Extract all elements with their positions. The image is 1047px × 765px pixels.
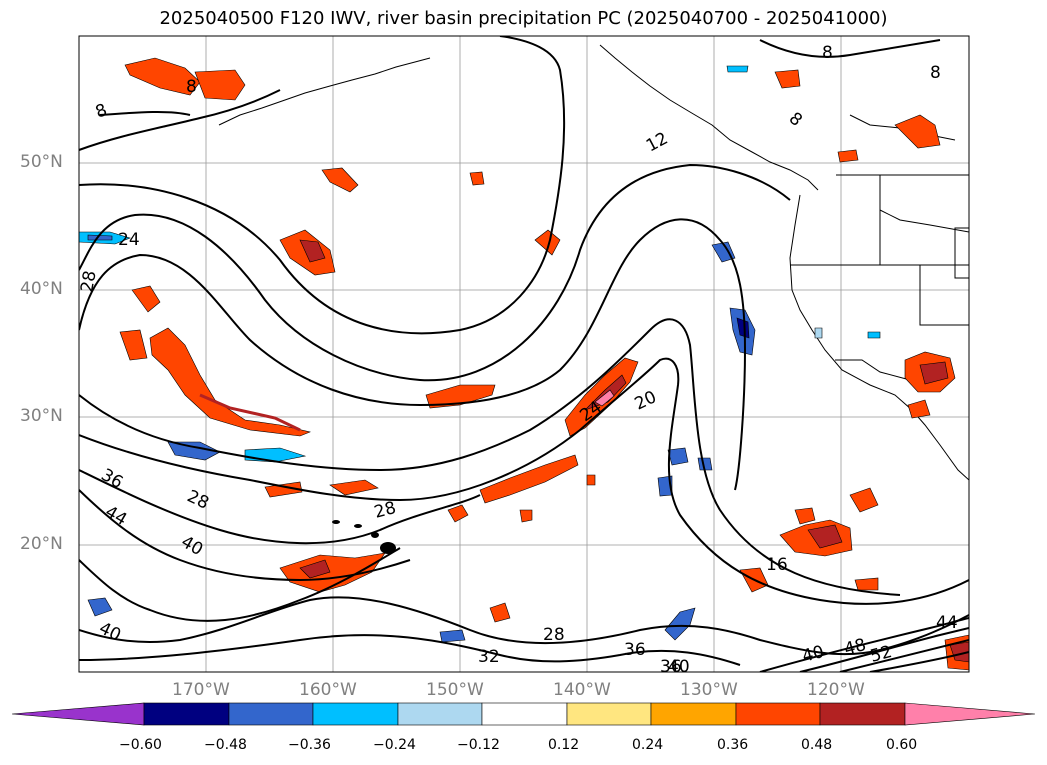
lat-tick-label: 50°N [20,152,63,172]
contour-label: 40 [800,642,826,667]
colorbar-bin [735,702,821,726]
colorbar-tick-label: 0.48 [801,737,833,753]
coastlines [218,44,969,481]
map-title: 2025040500 F120 IWV, river basin precipi… [159,8,888,29]
colorbar-tick-label: −0.36 [288,737,331,753]
contour-label: 28 [184,486,212,513]
lon-tick-label: 150°W [426,680,484,700]
contour-label: 40 [96,618,124,645]
map-frame [78,35,970,673]
colorbar [11,702,1036,726]
colorbar-bin [819,702,906,726]
colorbar-bin [312,702,399,726]
lat-tick-label: 30°N [20,406,63,426]
contour-label: 36 [660,657,682,677]
colorbar-extend-low [11,702,145,726]
colorbar-bin [481,702,568,726]
contour-label: 8 [822,43,833,63]
contour-label: 28 [543,625,565,645]
precip-negative [79,65,881,643]
colorbar-tick-label: 0.36 [717,737,749,753]
lat-tick-label: 20°N [20,534,63,554]
contour-label: 16 [766,555,788,575]
contour-label: 24 [118,230,140,250]
lon-tick-label: 140°W [553,680,611,700]
lon-tick-label: 120°W [807,680,865,700]
contour-label: 8 [785,109,806,131]
contour-label: 8 [186,77,197,97]
contour-labels: 8 8 8 8 8 12 16 20 24 24 28 28 28 28 32 … [77,43,957,677]
lon-tick-label: 130°W [680,680,738,700]
hawaii-islands [332,520,396,554]
colorbar-bin [650,702,737,726]
contour-label: 44 [102,502,131,530]
contour-label: 28 [77,269,100,294]
colorbar-bin [143,702,230,726]
colorbar-bin [397,702,483,726]
contour-label: 36 [624,640,646,660]
lon-tick-label: 170°W [172,680,230,700]
lon-tick-label: 160°W [299,680,357,700]
contour-label: 8 [93,100,110,122]
colorbar-tick-label: −0.12 [457,737,500,753]
contour-label: 8 [930,63,941,83]
contour-label: 44 [936,613,958,633]
colorbar-bin [228,702,314,726]
colorbar-tick-label: −0.48 [204,737,247,753]
colorbar-tick-label: −0.24 [373,737,416,753]
contour-label: 20 [632,387,660,414]
contour-label: 52 [868,642,894,667]
colorbar-tick-label: 0.60 [886,737,918,753]
contour-label: 36 [98,465,127,493]
iwv-contours [79,36,969,672]
colorbar-bin [566,702,652,726]
lat-tick-label: 40°N [20,279,63,299]
contour-label: 32 [478,647,500,667]
contour-label: 40 [668,657,690,677]
colorbar-tick-label: 0.24 [632,737,664,753]
colorbar-tick-label: 0.12 [548,737,580,753]
contour-label: 40 [178,532,207,560]
colorbar-tick-label: −0.60 [119,737,162,753]
colorbar-extend-high [904,702,1036,726]
contour-label: 28 [372,498,398,523]
gridlines [79,36,969,672]
contour-label: 12 [643,129,671,157]
precip-positive [119,57,969,671]
